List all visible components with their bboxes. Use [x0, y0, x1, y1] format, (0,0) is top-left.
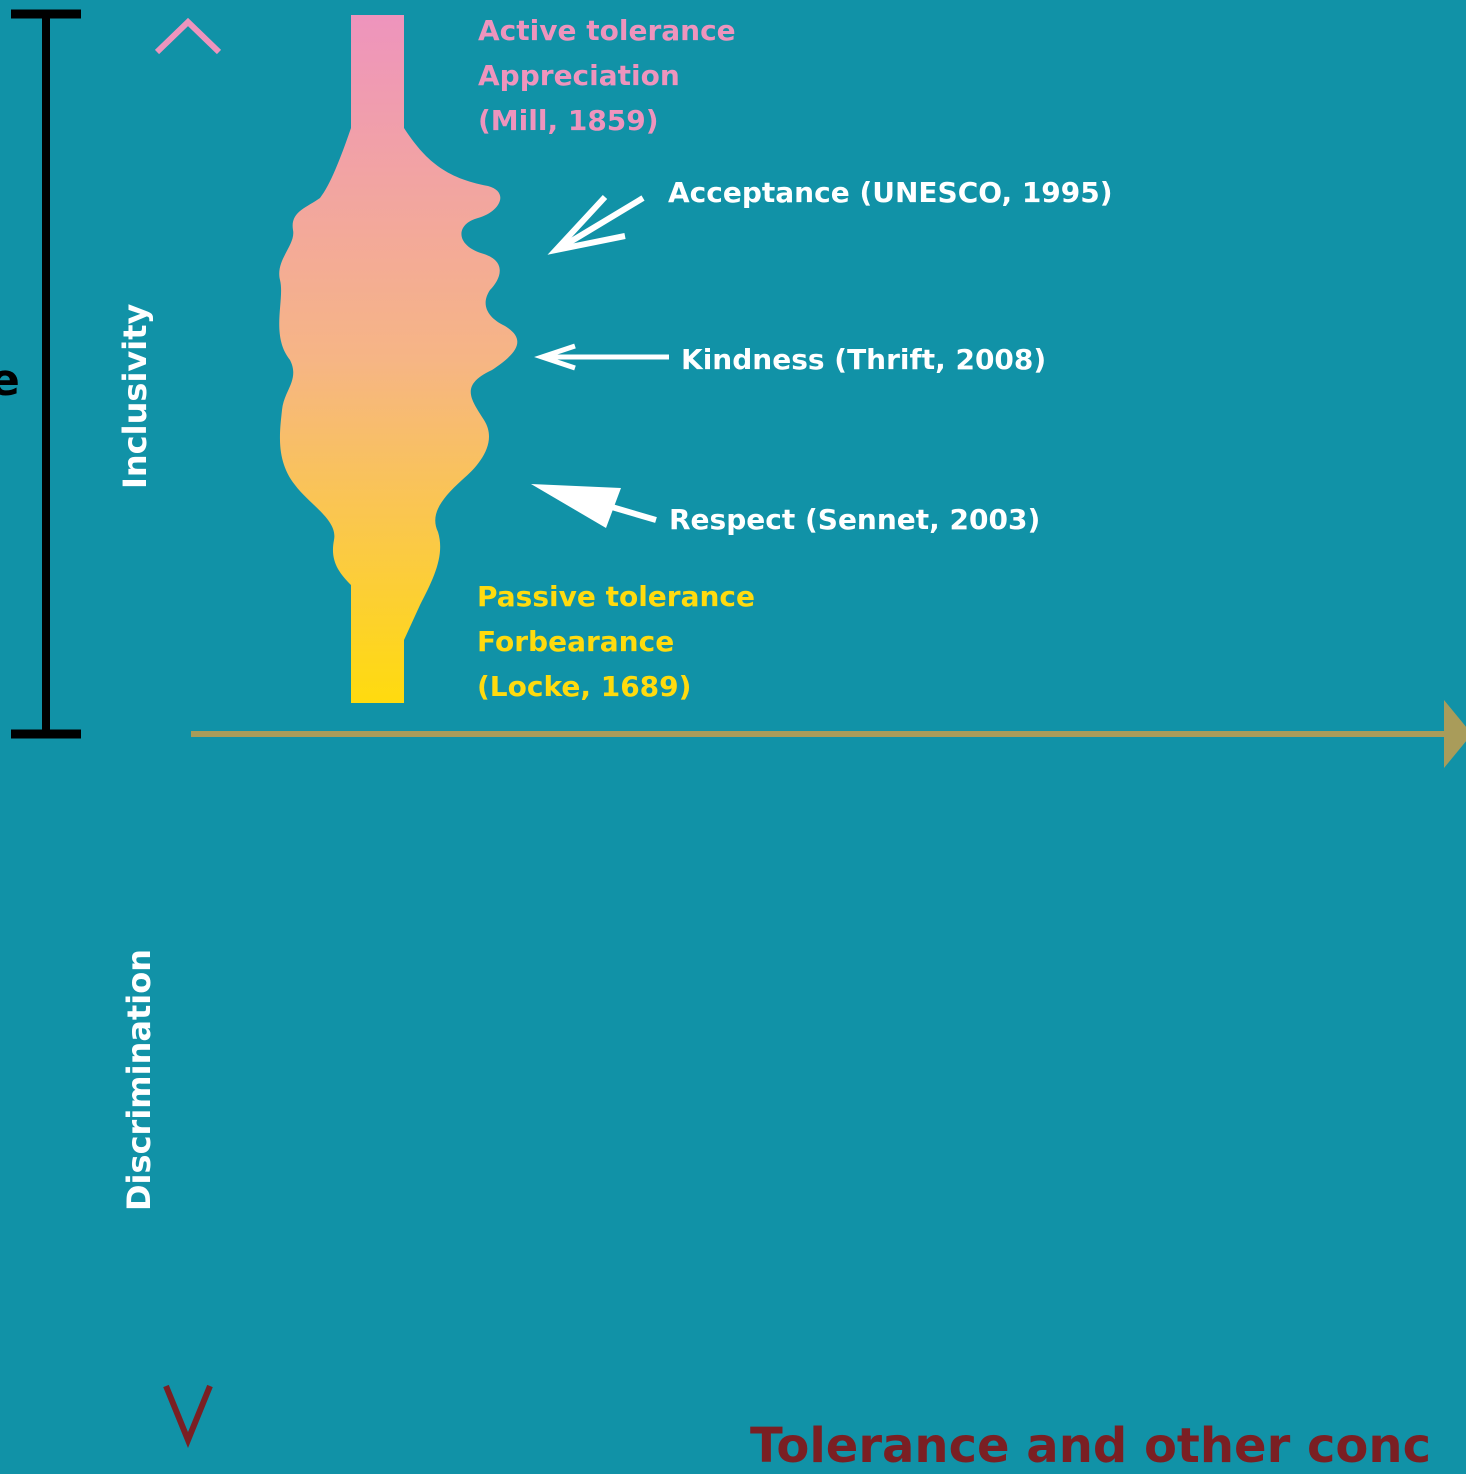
kindness-label: Kindness (Thrift, 2008) [681, 343, 1047, 376]
inclusivity-axis-label: Inclusivity [116, 303, 154, 489]
passive-tolerance-line2: Forbearance [477, 625, 675, 658]
discrimination-axis-label: Discrimination [120, 948, 158, 1211]
tolerance-shape [279, 15, 518, 703]
diagram-title-clipped: Tolerance and other conc [750, 1418, 1432, 1474]
respect-label: Respect (Sennet, 2003) [669, 503, 1041, 536]
horizontal-axis [191, 700, 1466, 768]
active-tolerance-line2: Appreciation [478, 59, 680, 92]
active-tolerance-line3: (Mill, 1859) [478, 104, 659, 137]
axis-arrow-right-icon [1444, 700, 1466, 768]
axis-arrow-down-icon [163, 1384, 213, 1448]
passive-tolerance-label: Passive tolerance Forbearance (Locke, 16… [477, 574, 755, 709]
scale-bracket [11, 9, 81, 739]
axis-arrow-up-icon [154, 17, 222, 55]
vertical-axis [154, 17, 222, 1448]
passive-tolerance-line1: Passive tolerance [477, 580, 756, 613]
active-tolerance-line1: Active tolerance [478, 14, 736, 47]
acceptance-label: Acceptance (UNESCO, 1995) [668, 176, 1113, 209]
active-tolerance-label: Active tolerance Appreciation (Mill, 185… [478, 8, 736, 143]
kindness-arrow-icon [534, 343, 669, 371]
left-edge-clipped-text: e [0, 355, 20, 406]
passive-tolerance-line3: (Locke, 1689) [477, 670, 692, 703]
acceptance-arrow-icon [547, 194, 645, 255]
respect-arrow-icon [531, 484, 657, 528]
